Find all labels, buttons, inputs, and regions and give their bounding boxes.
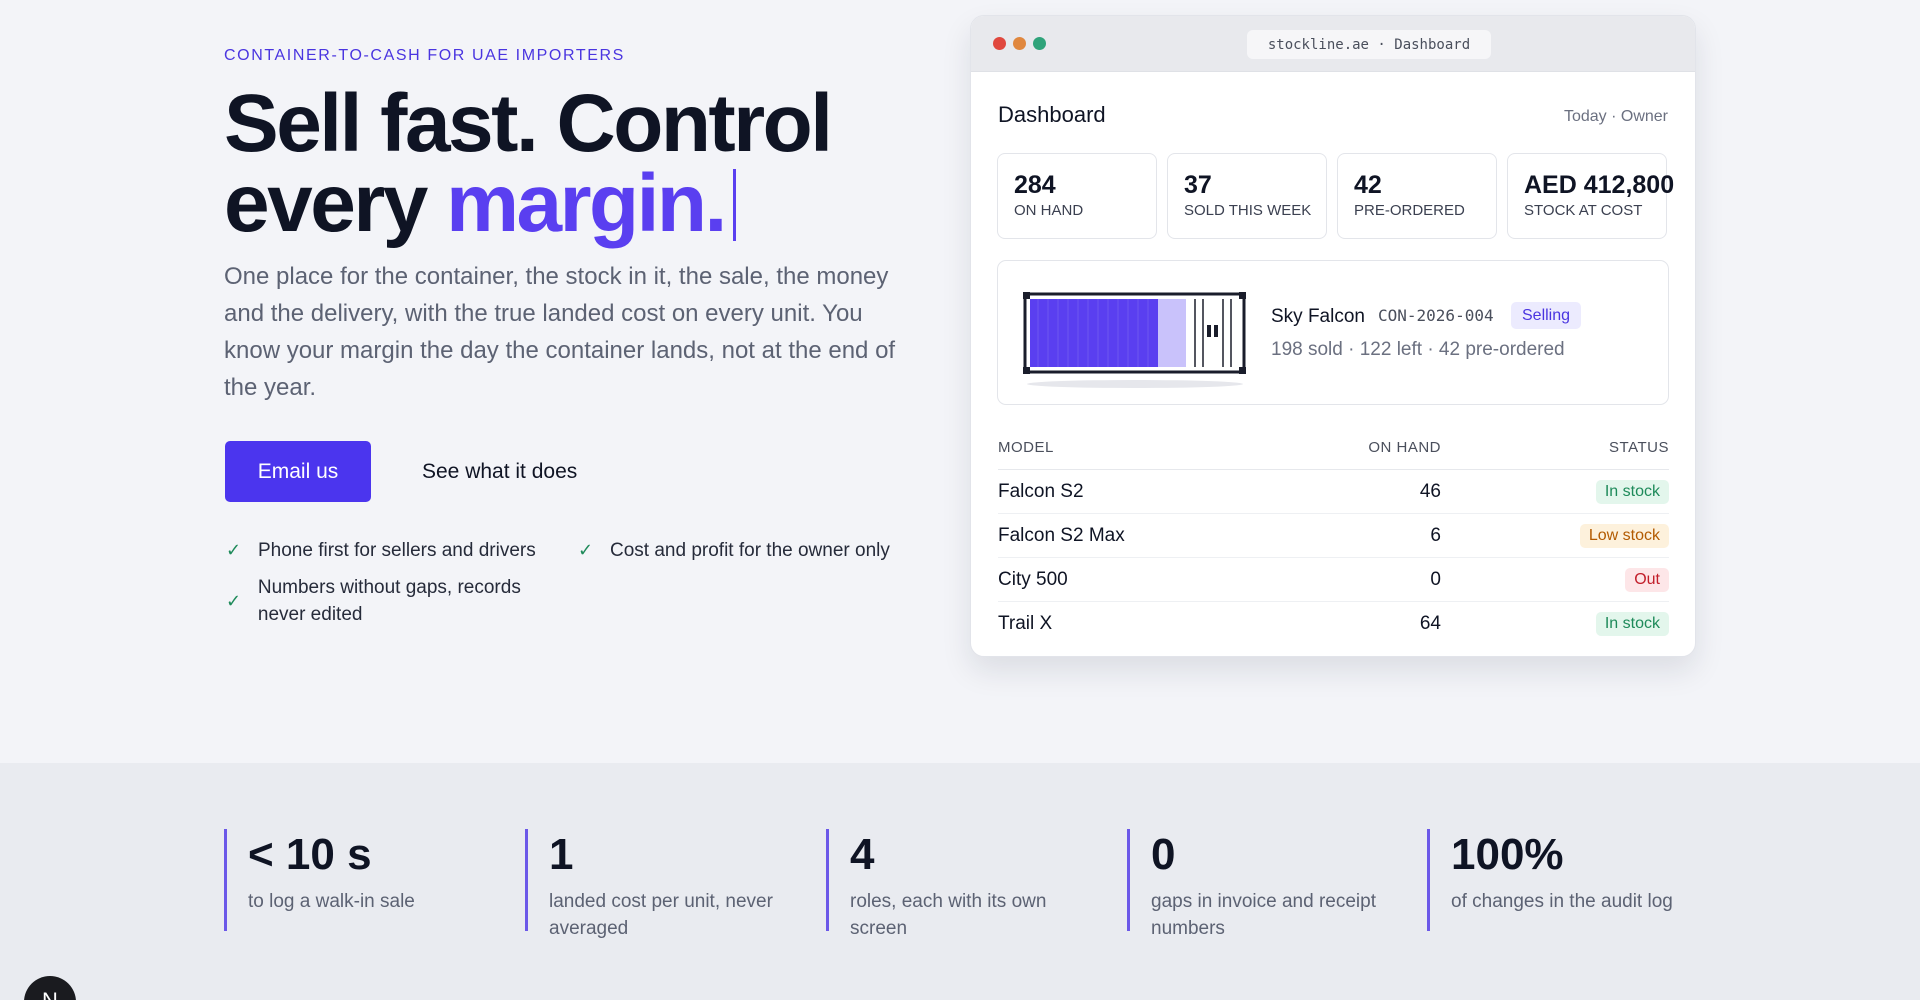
see-what-it-does-link[interactable]: See what it does [422, 459, 578, 483]
cell-on-hand: 46 [1419, 480, 1441, 502]
stock-table: MODEL ON HAND STATUS Falcon S2 46 In stock… [998, 426, 1669, 646]
stat-card-pre-ordered: 42 PRE-ORDERED [1337, 153, 1497, 239]
band-stat: 4 roles, each with its own screen [826, 829, 1096, 939]
stats-band: < 10 s to log a walk-in sale 1 landed co… [0, 763, 1920, 1000]
dashboard-preview-window: stockline.ae · Dashboard Dashboard Today… [970, 15, 1696, 657]
headline-accent: margin. [446, 158, 727, 249]
stat-label: SOLD THIS WEEK [1184, 202, 1312, 219]
cell-model: Trail X [998, 613, 1053, 634]
table-header: MODEL ON HAND STATUS [998, 426, 1669, 470]
table-row[interactable]: Falcon S2 46 In stock [998, 470, 1669, 514]
stat-card-on-hand: 284 ON HAND [997, 153, 1157, 239]
container-code: CON-2026-004 [1378, 306, 1494, 325]
table-row[interactable]: Trail X 64 In stock [998, 602, 1669, 646]
table-row[interactable]: Falcon S2 Max 6 Low stock [998, 514, 1669, 558]
cell-status: Out [1441, 567, 1669, 592]
headline-line-1: Sell fast. Control [224, 78, 833, 169]
container-status-badge: Selling [1511, 302, 1582, 329]
maximize-dot-icon [1033, 37, 1046, 50]
band-stat-value: < 10 s [248, 830, 372, 879]
feature-item: ✓ Numbers without gaps, records never ed… [226, 574, 556, 628]
status-badge: Out [1625, 567, 1669, 592]
cell-model: Falcon S2 Max [998, 524, 1125, 546]
status-badge: In stock [1595, 612, 1669, 636]
column-header-status[interactable]: STATUS [1609, 439, 1669, 456]
status-badge: Low stock [1579, 523, 1669, 548]
check-icon: ✓ [226, 540, 242, 560]
hero-headline: Sell fast. Control every margin. [224, 83, 944, 245]
text-caret [732, 169, 736, 241]
cell-model: Falcon S2 [998, 480, 1084, 502]
band-stat: 0 gaps in invoice and receipt numbers [1127, 829, 1397, 939]
cell-on-hand: 0 [1430, 568, 1441, 590]
feature-text: Numbers without gaps, records never edit… [257, 577, 521, 625]
band-stat-label: of changes in the audit log [1451, 891, 1673, 912]
feature-text: Cost and profit for the owner only [610, 540, 890, 561]
cell-on-hand: 64 [1419, 613, 1441, 634]
stat-label: STOCK AT COST [1524, 202, 1643, 219]
headline-line-2: every [224, 158, 447, 249]
cell-status: In stock [1441, 612, 1669, 636]
container-name: Sky Falcon [1271, 306, 1365, 327]
feature-item: ✓ Phone first for sellers and drivers [226, 537, 556, 564]
band-stat: 1 landed cost per unit, never averaged [525, 829, 795, 939]
status-badge: In stock [1595, 479, 1669, 504]
band-stat-value: 100% [1451, 830, 1564, 879]
check-icon: ✓ [226, 591, 242, 611]
container-card[interactable]: Sky Falcon CON-2026-004 Selling 198 sold… [997, 260, 1669, 405]
band-stat-value: 1 [549, 830, 574, 879]
stat-value: 284 [1014, 171, 1056, 199]
band-stat: < 10 s to log a walk-in sale [224, 829, 494, 931]
minimize-dot-icon [1013, 37, 1026, 50]
check-icon: ✓ [578, 540, 594, 560]
email-us-button[interactable]: Email us [225, 441, 371, 502]
feature-text: Phone first for sellers and drivers [258, 540, 536, 561]
close-dot-icon [993, 37, 1006, 50]
dashboard-meta: Today · Owner [1563, 108, 1668, 125]
band-stat-value: 4 [850, 830, 875, 879]
cell-status: Low stock [1441, 523, 1669, 548]
address-bar: stockline.ae · Dashboard [1247, 30, 1491, 59]
stat-value: AED 412,800 [1524, 171, 1675, 199]
column-header-model[interactable]: MODEL [998, 439, 1054, 456]
cell-model: City 500 [998, 568, 1068, 590]
cell-status: In stock [1441, 479, 1669, 504]
dashboard-title: Dashboard [998, 102, 1106, 127]
stat-label: ON HAND [1014, 202, 1084, 219]
table-body: Falcon S2 46 In stock Falcon S2 Max 6 Low sto… [998, 470, 1669, 646]
band-stat-value: 0 [1151, 830, 1176, 879]
feature-item: ✓ Cost and profit for the owner only [578, 537, 918, 564]
hero-section: CONTAINER-TO-CASH FOR UAE IMPORTERS Sell… [224, 15, 1696, 657]
stat-card-sold-this-week: 37 SOLD THIS WEEK [1167, 153, 1327, 239]
table-row[interactable]: City 500 0 Out [998, 558, 1669, 602]
band-stat: 100% of changes in the audit log [1427, 829, 1697, 931]
band-stat-label: landed cost per unit, never averaged [549, 891, 773, 939]
stat-value: 42 [1354, 171, 1382, 199]
container-summary: 198 sold · 122 left · 42 pre-ordered [1271, 339, 1565, 360]
shipping-container-icon [1023, 292, 1246, 388]
browser-chrome: stockline.ae · Dashboard [971, 16, 1695, 72]
hero-description: One place for the container, the stock i… [224, 263, 896, 401]
hero-eyebrow: CONTAINER-TO-CASH FOR UAE IMPORTERS [224, 47, 625, 64]
cell-on-hand: 6 [1430, 524, 1441, 546]
band-stat-label: to log a walk-in sale [248, 891, 415, 912]
column-header-on-hand[interactable]: ON HAND [1368, 439, 1441, 456]
stat-value: 37 [1184, 171, 1212, 199]
stat-label: PRE-ORDERED [1354, 202, 1465, 219]
band-stat-label: gaps in invoice and receipt numbers [1151, 891, 1376, 939]
stat-card-stock-at-cost: AED 412,800 STOCK AT COST [1507, 153, 1675, 239]
band-stat-label: roles, each with its own screen [850, 891, 1047, 939]
